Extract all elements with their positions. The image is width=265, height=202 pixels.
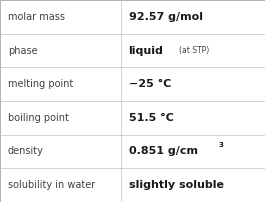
Text: solubility in water: solubility in water bbox=[8, 180, 95, 190]
Text: liquid: liquid bbox=[129, 45, 164, 56]
Text: density: density bbox=[8, 146, 44, 157]
Text: 3: 3 bbox=[219, 142, 224, 148]
Text: 51.5 °C: 51.5 °C bbox=[129, 113, 173, 123]
Text: phase: phase bbox=[8, 45, 38, 56]
Text: slightly soluble: slightly soluble bbox=[129, 180, 223, 190]
Text: melting point: melting point bbox=[8, 79, 73, 89]
Text: 0.851 g/cm: 0.851 g/cm bbox=[129, 146, 197, 157]
Text: molar mass: molar mass bbox=[8, 12, 65, 22]
Text: −25 °C: −25 °C bbox=[129, 79, 171, 89]
Text: 92.57 g/mol: 92.57 g/mol bbox=[129, 12, 202, 22]
Text: boiling point: boiling point bbox=[8, 113, 69, 123]
Text: (at STP): (at STP) bbox=[179, 46, 209, 55]
